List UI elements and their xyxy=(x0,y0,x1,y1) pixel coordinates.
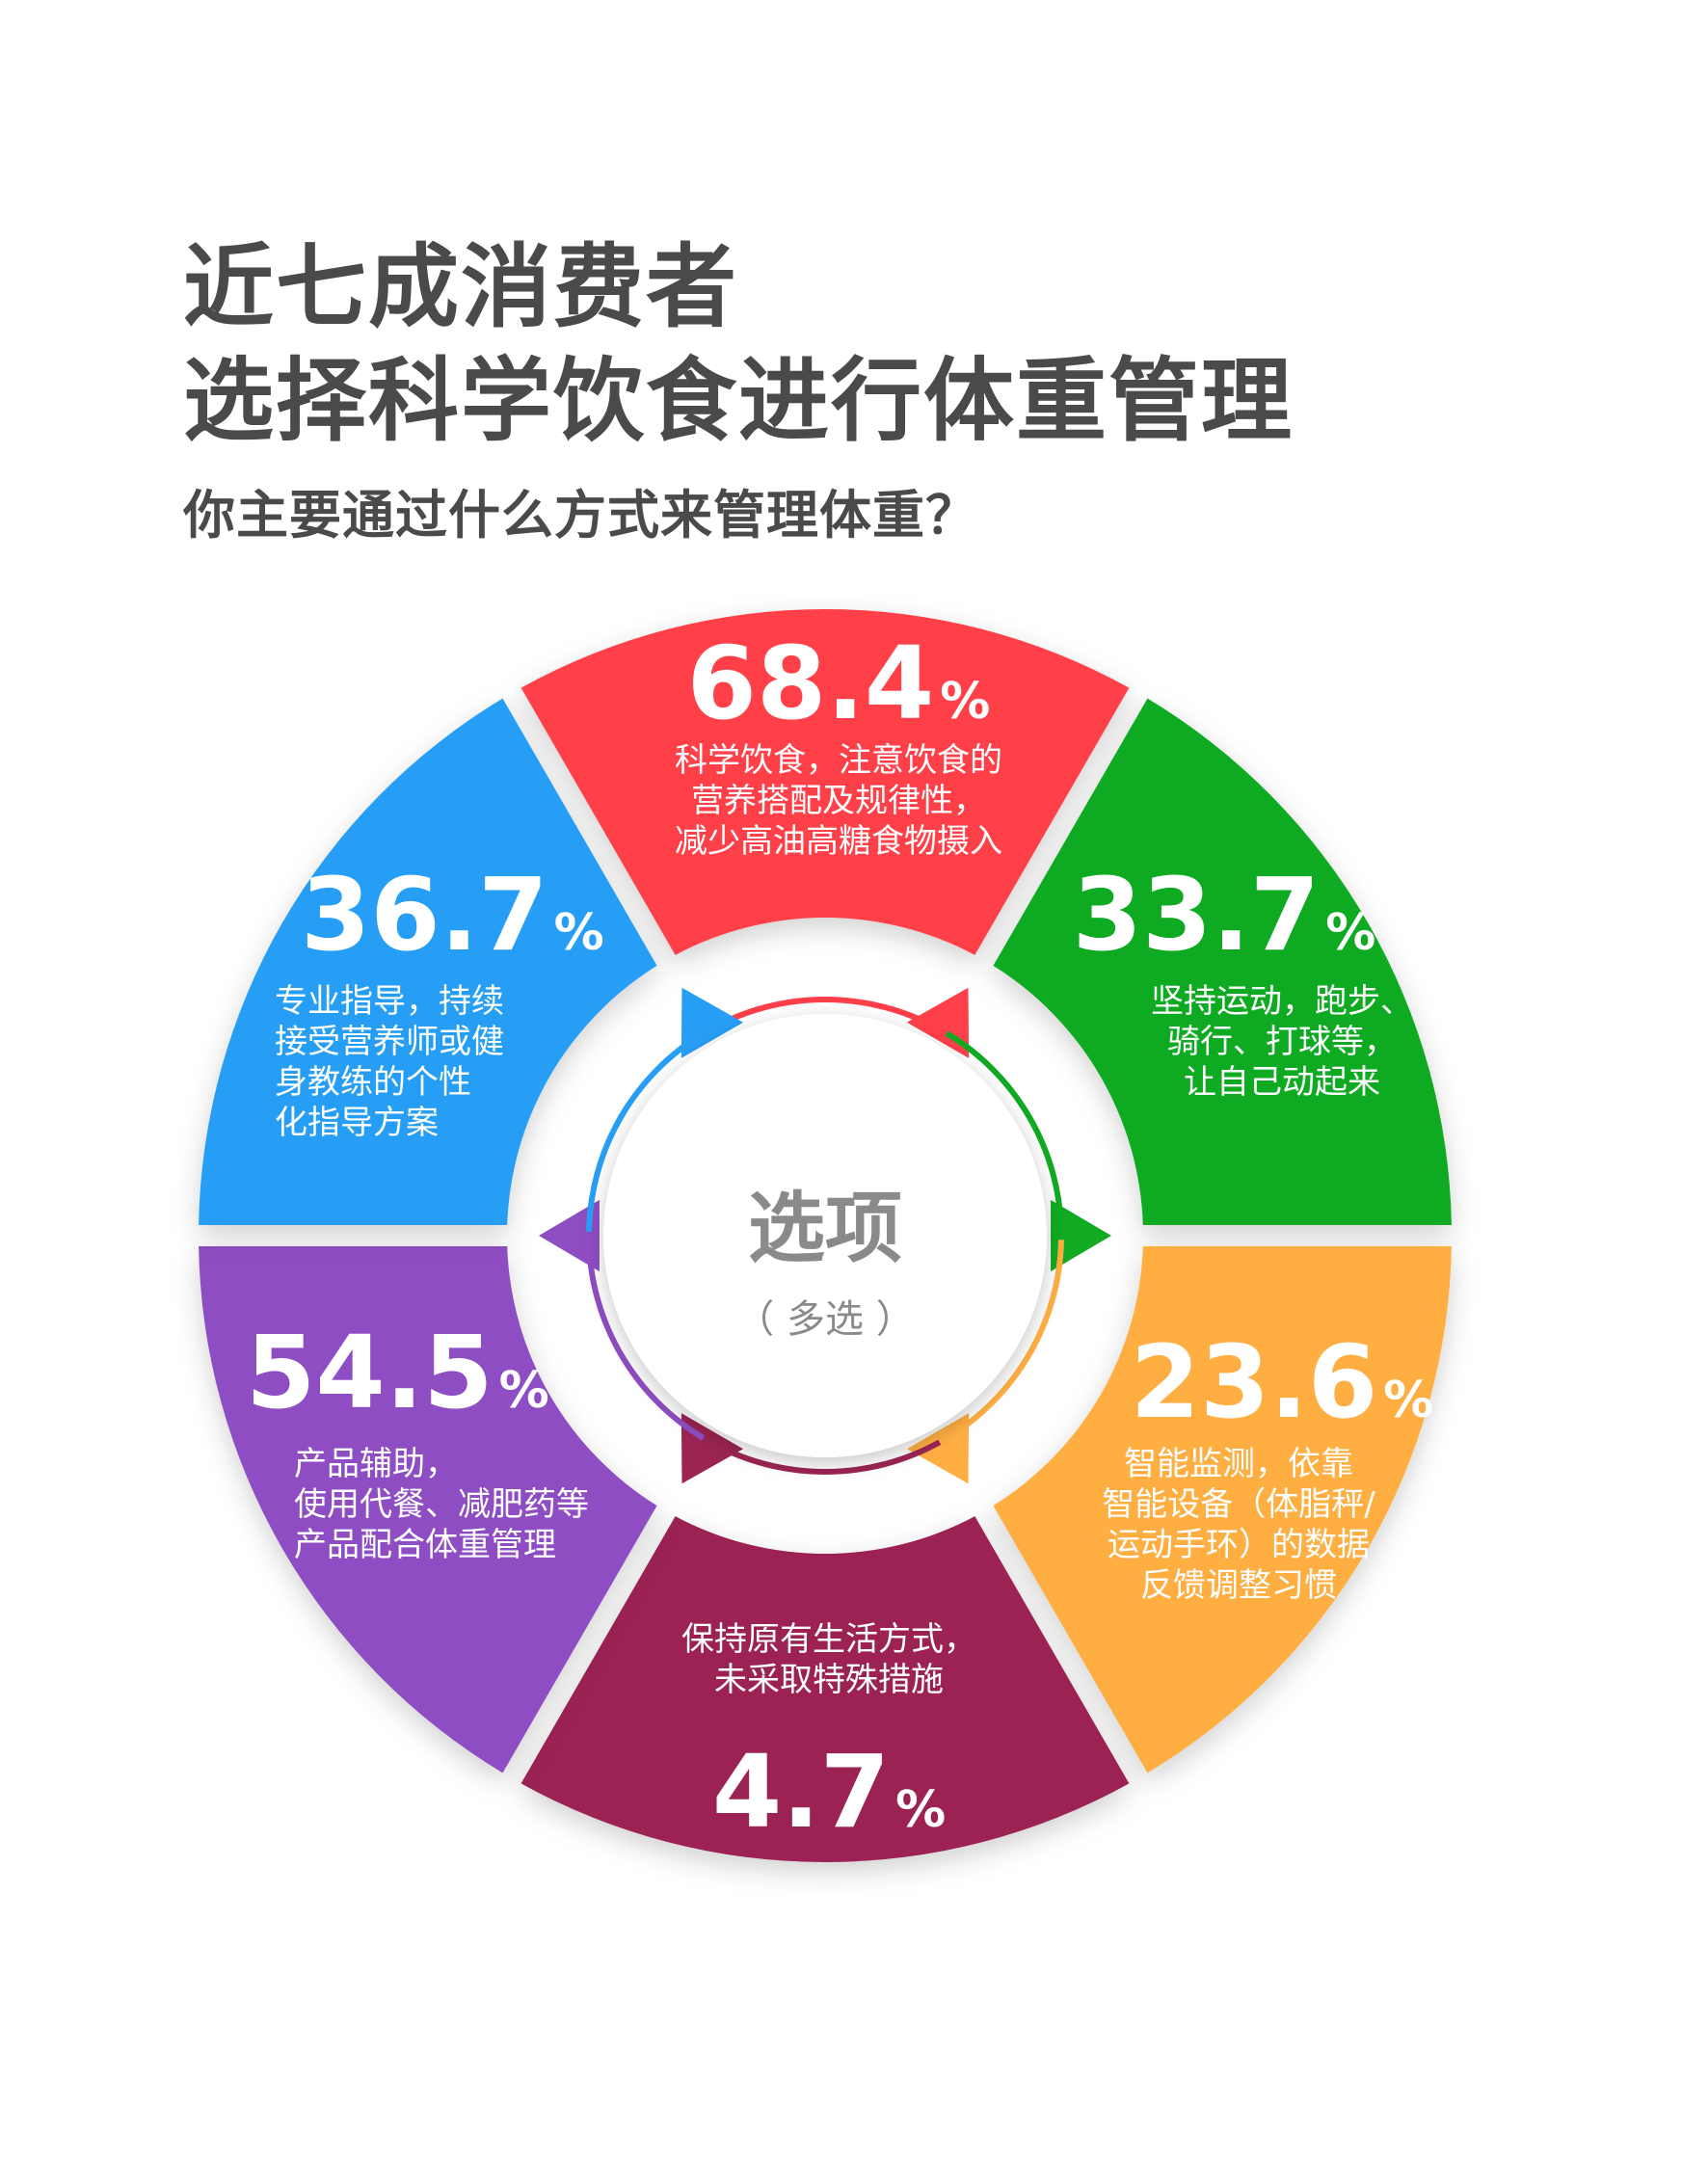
value-label-product-aid: 54.5% xyxy=(246,1314,549,1431)
desc-label-no-change: 保持原有生活方式，未采取特殊措施 xyxy=(681,1620,976,1699)
pointer-product-aid xyxy=(539,1199,600,1272)
pointer-professional-guidance xyxy=(681,987,744,1058)
value-label-exercise: 33.7% xyxy=(1073,856,1376,973)
slice-diet xyxy=(520,608,1130,955)
slice-no-change xyxy=(520,1516,1130,1863)
slice-professional-guidance xyxy=(199,698,657,1225)
inner-arc-product-aid xyxy=(586,1240,706,1441)
desc-label-diet: 科学饮食，注意饮食的营养搭配及规律性，减少高油高糖食物摄入 xyxy=(675,741,1002,861)
inner-arc-exercise xyxy=(945,1030,1064,1232)
value-label-diet: 68.4% xyxy=(687,625,991,742)
slice-exercise xyxy=(993,698,1452,1225)
page-title: 近七成消费者 选择科学饮食进行体重管理 xyxy=(183,231,1294,459)
value-label-no-change: 4.7% xyxy=(712,1733,946,1851)
desc-label-professional-guidance: 专业指导，持续接受营养师或健身教练的个性化指导方案 xyxy=(275,982,504,1142)
slice-product-aid xyxy=(199,1246,657,1773)
inner-arc-diet xyxy=(708,997,942,1032)
slice-smart-monitoring xyxy=(993,1246,1452,1773)
inner-arc-no-change xyxy=(708,1439,942,1475)
title-line-1: 近七成消费者 xyxy=(183,235,739,340)
center-sublabel: （ 多选 ） xyxy=(735,1297,914,1342)
title-line-2: 选择科学饮食进行体重管理 xyxy=(183,349,1294,454)
page-subtitle: 你主要通过什么方式来管理体重？ xyxy=(183,485,978,546)
inner-arc-smart-monitoring xyxy=(945,1240,1064,1441)
inner-arc-professional-guidance xyxy=(586,1030,706,1232)
center-disc xyxy=(603,1014,1047,1457)
desc-label-exercise: 坚持运动，跑步、骑行、打球等，让自己动起来 xyxy=(1151,982,1413,1102)
center-label: 选项 xyxy=(748,1184,902,1273)
pointer-smart-monitoring xyxy=(906,1413,970,1484)
pointer-exercise xyxy=(1051,1199,1111,1272)
desc-label-smart-monitoring: 智能监测，依靠智能设备（体脂秤/运动手环）的数据反馈调整习惯 xyxy=(1102,1445,1375,1605)
desc-label-product-aid: 产品辅助，使用代餐、减肥药等产品配合体重管理 xyxy=(294,1445,589,1564)
value-label-smart-monitoring: 23.6% xyxy=(1131,1323,1434,1441)
value-label-professional-guidance: 36.7% xyxy=(301,856,604,973)
